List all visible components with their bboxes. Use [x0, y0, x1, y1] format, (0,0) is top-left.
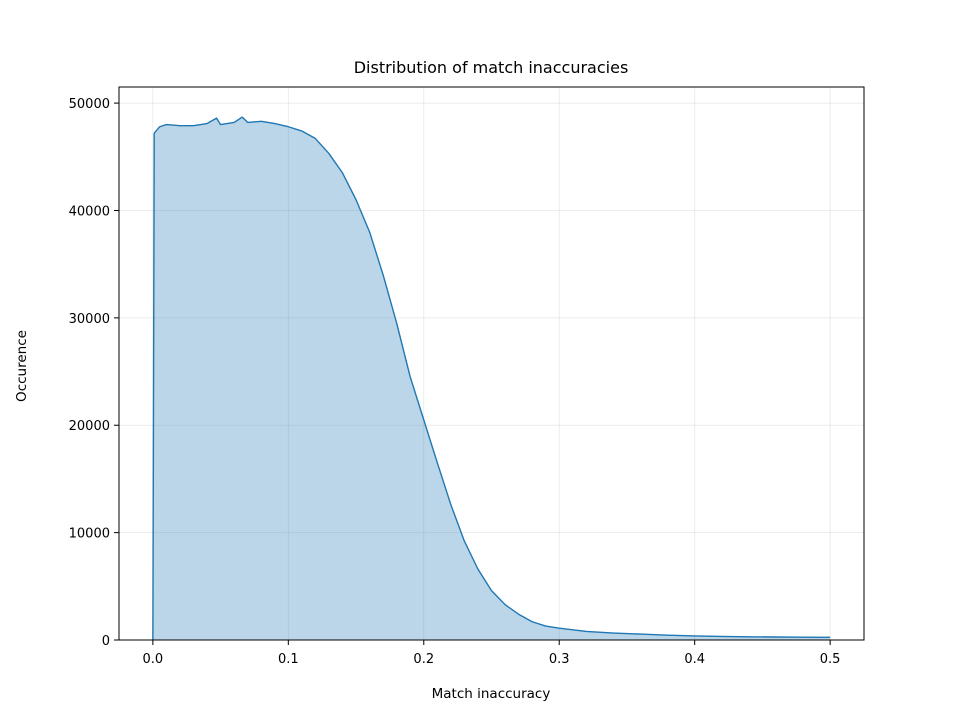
y-axis-label: Occurence — [14, 330, 30, 402]
plot-frame — [118, 86, 865, 641]
x-tick-label: 0.4 — [684, 652, 705, 667]
y-tick-label: 30000 — [69, 312, 110, 327]
grid — [119, 87, 864, 641]
x-tick-label: 0.1 — [278, 652, 299, 667]
x-tick-label: 0.0 — [143, 652, 164, 667]
y-tick-label: 10000 — [69, 527, 110, 542]
x-tick-label: 0.5 — [820, 652, 841, 667]
x-axis-ticks: 0.0 0.1 0.2 0.3 0.4 0.5 — [143, 640, 841, 667]
histogram-fill — [152, 117, 831, 640]
y-tick-label: 50000 — [69, 97, 110, 112]
histogram-line — [152, 116, 831, 641]
y-tick-label: 40000 — [69, 204, 110, 219]
y-axis-ticks: 0 10000 20000 30000 40000 50000 — [69, 97, 119, 649]
chart-title: Distribution of match inaccuracies — [354, 58, 629, 77]
y-tick-label: 0 — [102, 634, 110, 649]
x-tick-label: 0.3 — [549, 652, 570, 667]
y-tick-label: 20000 — [69, 419, 110, 434]
x-tick-label: 0.2 — [413, 652, 434, 667]
x-axis-label: Match inaccuracy — [432, 686, 551, 702]
